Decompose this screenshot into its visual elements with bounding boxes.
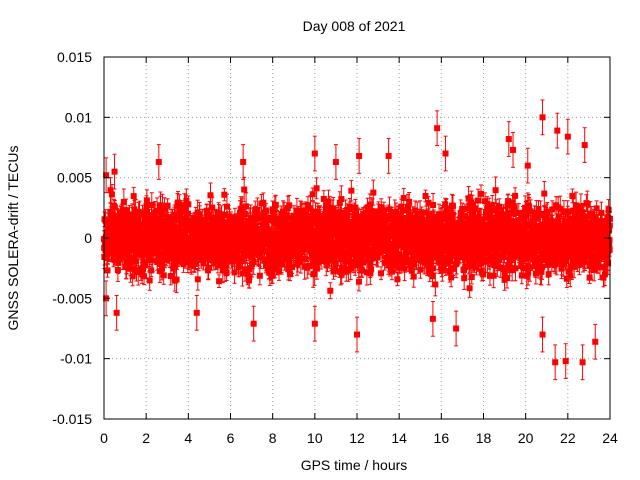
marker — [174, 199, 181, 206]
marker — [111, 204, 118, 211]
marker — [203, 207, 210, 214]
marker — [131, 206, 138, 213]
marker — [181, 202, 188, 209]
marker — [195, 257, 202, 264]
marker — [148, 267, 155, 274]
marker — [151, 214, 158, 221]
marker — [140, 265, 147, 272]
marker — [189, 220, 196, 227]
marker — [143, 197, 150, 204]
marker — [170, 232, 177, 239]
marker — [123, 207, 130, 214]
marker — [200, 260, 207, 267]
marker — [122, 215, 129, 222]
marker — [177, 212, 184, 219]
marker — [256, 272, 263, 279]
marker — [161, 205, 168, 212]
marker — [150, 250, 157, 257]
marker — [173, 276, 180, 283]
marker — [186, 217, 193, 224]
marker — [103, 255, 110, 262]
marker — [129, 214, 136, 221]
marker — [111, 255, 118, 262]
marker — [185, 201, 192, 208]
marker — [172, 247, 179, 254]
marker — [159, 261, 166, 268]
marker — [167, 273, 174, 280]
marker — [192, 214, 199, 221]
marker — [128, 259, 135, 266]
marker — [178, 219, 185, 226]
marker — [201, 217, 208, 224]
marker — [130, 193, 137, 200]
marker — [129, 254, 136, 261]
marker — [124, 258, 131, 265]
marker — [194, 276, 201, 283]
marker — [158, 211, 165, 218]
marker — [182, 205, 189, 212]
marker — [157, 257, 164, 264]
marker — [231, 269, 238, 276]
marker — [216, 278, 223, 285]
marker — [157, 243, 164, 250]
marker — [120, 198, 127, 205]
marker — [178, 208, 185, 215]
data-series — [101, 99, 613, 381]
marker — [164, 202, 171, 209]
marker — [160, 272, 167, 279]
marker — [115, 259, 122, 266]
marker — [114, 220, 121, 227]
data-point — [130, 186, 137, 206]
data-point — [185, 195, 192, 214]
marker — [170, 265, 177, 272]
marker — [110, 237, 117, 244]
marker — [141, 262, 148, 269]
marker — [196, 212, 203, 219]
marker — [118, 240, 125, 247]
marker — [182, 230, 189, 237]
marker — [188, 242, 195, 249]
marker — [241, 186, 248, 193]
marker — [154, 207, 161, 214]
marker — [146, 277, 153, 284]
marker — [129, 273, 136, 280]
marker — [127, 221, 134, 228]
marker — [199, 251, 206, 258]
marker — [167, 223, 174, 230]
marker — [243, 203, 250, 210]
marker — [104, 267, 111, 274]
marker — [209, 204, 216, 211]
marker — [107, 187, 114, 194]
marker — [155, 247, 162, 254]
marker — [107, 208, 114, 215]
marker — [183, 197, 190, 204]
marker — [140, 259, 147, 266]
marker — [223, 269, 230, 276]
marker — [163, 256, 170, 263]
data-point — [135, 258, 142, 286]
marker — [136, 228, 143, 235]
marker — [241, 211, 248, 218]
marker — [191, 259, 198, 266]
marker — [221, 191, 228, 198]
marker — [156, 225, 163, 232]
marker — [131, 225, 138, 232]
marker — [108, 191, 115, 198]
marker — [172, 261, 179, 268]
marker — [272, 201, 279, 208]
marker — [119, 255, 126, 262]
marker — [135, 269, 142, 276]
